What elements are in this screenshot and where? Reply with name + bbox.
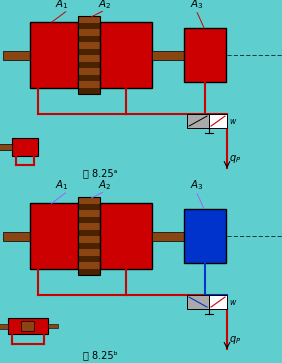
Bar (0, 324, 8, 329)
Text: 图 8.25ᵇ: 图 8.25ᵇ (83, 350, 117, 360)
Bar (21, 321, 34, 331)
Text: $A_3$: $A_3$ (190, 0, 204, 11)
Bar (78, 249, 100, 256)
Bar (30, 203, 78, 269)
Bar (78, 217, 100, 223)
Bar (78, 236, 100, 242)
Text: w: w (229, 298, 235, 306)
Bar (0, 144, 12, 150)
Bar (78, 87, 100, 94)
Bar (152, 232, 184, 241)
Bar (78, 242, 100, 249)
Text: 图 8.25ᵃ: 图 8.25ᵃ (83, 168, 117, 178)
Bar (78, 68, 100, 74)
Bar (78, 262, 100, 269)
Bar (78, 269, 100, 275)
Bar (78, 230, 100, 236)
Bar (78, 197, 100, 275)
Bar (78, 210, 100, 217)
Bar (78, 256, 100, 262)
Bar (78, 223, 100, 230)
Bar (184, 209, 226, 263)
Bar (78, 29, 100, 36)
Text: $q_P$: $q_P$ (229, 334, 241, 346)
Bar (78, 62, 100, 68)
Text: $A_1$: $A_1$ (55, 0, 69, 11)
Bar (78, 74, 100, 81)
Bar (78, 197, 100, 204)
Bar (12, 138, 38, 156)
Bar (78, 81, 100, 87)
Text: $A_1$: $A_1$ (55, 178, 69, 192)
Bar (78, 16, 100, 94)
Bar (48, 324, 58, 328)
Bar (30, 22, 78, 88)
Text: $A_2$: $A_2$ (98, 178, 111, 192)
Text: w: w (229, 117, 235, 126)
Text: $A_3$: $A_3$ (190, 178, 204, 192)
Bar (3, 50, 30, 60)
Bar (100, 203, 152, 269)
Bar (152, 50, 184, 60)
Bar (78, 16, 100, 23)
Text: $q_P$: $q_P$ (229, 153, 241, 165)
Bar (184, 28, 226, 82)
Bar (78, 55, 100, 62)
Bar (209, 295, 227, 309)
Bar (78, 49, 100, 55)
Bar (3, 232, 30, 241)
Bar (78, 36, 100, 42)
Bar (187, 295, 209, 309)
Bar (78, 23, 100, 29)
Bar (8, 318, 48, 334)
Bar (100, 22, 152, 88)
Bar (187, 114, 209, 128)
Bar (78, 204, 100, 210)
Bar (209, 114, 227, 128)
Text: $A_2$: $A_2$ (98, 0, 111, 11)
Bar (78, 42, 100, 49)
